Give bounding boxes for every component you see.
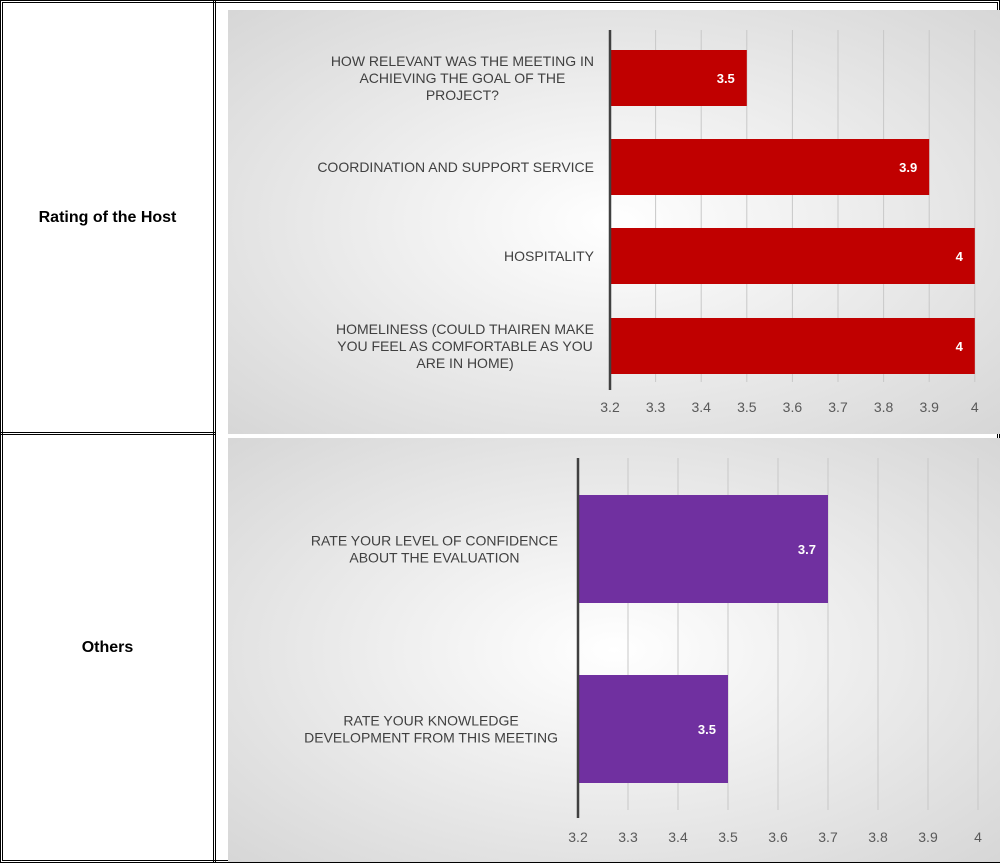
others-tick-label: 3.2 <box>568 829 588 845</box>
host-tick-label: 3.4 <box>691 399 711 415</box>
host-bar <box>610 139 930 195</box>
host-rating-chart: 3.2 3.3 3.4 3.5 3.6 3.7 3.8 3.9 4 3.5 HOW RELEVANT… <box>228 10 1000 434</box>
others-tick-label: 3.7 <box>818 829 838 845</box>
others-bar <box>578 675 728 783</box>
others-tick-label: 3.9 <box>918 829 938 845</box>
others-category-label: DEVELOPMENT FROM THIS MEETING <box>304 730 558 746</box>
host-data-label: 3.5 <box>717 71 735 86</box>
host-bar <box>610 228 975 284</box>
row-divider <box>0 432 215 435</box>
host-bar <box>610 318 975 374</box>
row-label-host: Rating of the Host <box>0 3 215 433</box>
host-tick-label: 3.5 <box>737 399 757 415</box>
host-category-label: PROJECT? <box>426 87 499 103</box>
column-divider <box>213 0 216 863</box>
row-label-others-text: Others <box>81 639 134 656</box>
host-category-label: COORDINATION AND SUPPORT SERVICE <box>317 159 594 175</box>
others-tick-label: 4 <box>974 829 982 845</box>
others-tick-label: 3.6 <box>768 829 788 845</box>
others-tick-label: 3.4 <box>668 829 688 845</box>
others-category-label: RATE YOUR KNOWLEDGE <box>343 713 518 729</box>
host-category-label: ARE IN HOME) <box>416 355 513 371</box>
host-tick-label: 3.6 <box>783 399 803 415</box>
others-data-label: 3.5 <box>698 722 716 737</box>
others-category-label: ABOUT THE EVALUATION <box>349 550 519 566</box>
host-tick-label: 4 <box>971 399 979 415</box>
others-chart: 3.2 3.3 3.4 3.5 3.6 3.7 3.8 3.9 4 3.7 RATE YOUR LE… <box>228 438 1000 862</box>
others-tick-label: 3.8 <box>868 829 888 845</box>
others-category-label: RATE YOUR LEVEL OF CONFIDENCE <box>311 533 558 549</box>
host-category-label: HOW RELEVANT WAS THE MEETING IN <box>331 53 594 69</box>
host-tick-label: 3.8 <box>874 399 894 415</box>
host-tick-label: 3.7 <box>828 399 848 415</box>
host-tick-label: 3.2 <box>600 399 620 415</box>
host-tick-label: 3.9 <box>919 399 939 415</box>
others-chart-svg: 3.2 3.3 3.4 3.5 3.6 3.7 3.8 3.9 4 3.7 RATE YOUR LE… <box>228 438 1000 862</box>
others-data-label: 3.7 <box>798 542 816 557</box>
host-data-label: 4 <box>956 339 964 354</box>
host-rating-chart-svg: 3.2 3.3 3.4 3.5 3.6 3.7 3.8 3.9 4 3.5 HOW RELEVANT… <box>228 10 1000 434</box>
others-bar <box>578 495 828 603</box>
host-data-label: 3.9 <box>899 160 917 175</box>
others-tick-label: 3.5 <box>718 829 738 845</box>
host-data-label: 4 <box>956 249 964 264</box>
row-label-others: Others <box>0 436 215 860</box>
host-category-label: HOSPITALITY <box>504 248 595 264</box>
host-tick-label: 3.3 <box>646 399 666 415</box>
host-category-label: ACHIEVING THE GOAL OF THE <box>359 70 565 86</box>
others-tick-label: 3.3 <box>618 829 638 845</box>
host-category-label: HOMELINESS (COULD THAIREN MAKE <box>336 321 594 337</box>
host-bar <box>610 50 747 106</box>
row-label-host-text: Rating of the Host <box>38 209 177 226</box>
host-category-label: YOU FEEL AS COMFORTABLE AS YOU <box>337 338 592 354</box>
